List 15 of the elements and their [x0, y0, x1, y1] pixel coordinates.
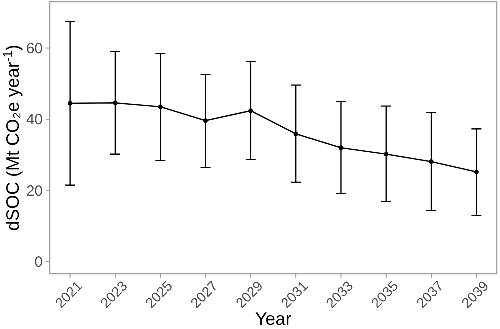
- point: [429, 160, 434, 164]
- point: [474, 170, 479, 174]
- y-tick-label: 60: [26, 40, 43, 58]
- x-axis-title: Year: [255, 309, 292, 329]
- point: [158, 104, 163, 110]
- y-tick-label: 40: [26, 112, 43, 129]
- point: [294, 132, 298, 136]
- point: [203, 118, 208, 124]
- point: [384, 152, 389, 157]
- y-tick-label: 20: [26, 182, 43, 200]
- y-tick-label: 0: [34, 254, 43, 272]
- point: [248, 108, 254, 114]
- point: [113, 100, 118, 106]
- point: [338, 146, 344, 150]
- point: [68, 101, 73, 106]
